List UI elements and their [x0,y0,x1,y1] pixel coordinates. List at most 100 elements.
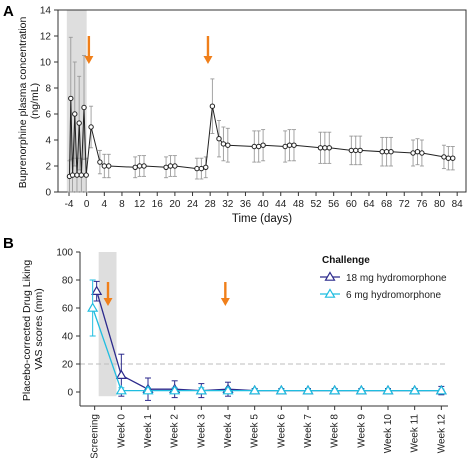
panel-a-y-axis: 0 2 4 6 8 10 12 14 [40,6,58,199]
panel-a-x-axis-label: Time (days) [232,213,292,225]
panel-a-error-bars [67,36,455,193]
panel-b-shade-rect [98,252,117,397]
panel-a-data-point [225,142,231,148]
panel-b-x-tick-label: Week 5 [250,414,261,448]
panel-a-data-point [69,172,76,178]
panel-a-x-tick-label: 4 [102,199,108,210]
panel-a-data-point [106,163,112,169]
panel-a-x-tick-label: 48 [293,199,305,210]
panel-a-data-point [141,163,147,169]
panel-a-data-point [216,136,222,142]
panel-b-x-tick-label: Week 8 [330,414,341,448]
panel-a-x-tick-label: 32 [222,199,234,210]
panel-a-y-axis-label-line-2: (ng/mL) [29,83,41,119]
panel-b-y-tick-label: 80 [62,276,74,287]
panel-b-axes [79,252,448,407]
panel-a-data-point [388,149,394,155]
panel-b-triangle-marker [382,384,394,395]
panel-a-x-tick-label: -4 [65,199,74,210]
panel-a-data-point [220,141,227,147]
panel-a-data-point [450,155,456,161]
panel-a-data-point [97,159,103,165]
panel-a-data-point [260,142,266,148]
panel-b-triangle-marker [222,384,234,395]
panel-a-data-point [419,150,425,156]
panel-a-data-point [194,165,200,172]
panel-a-data-point [291,142,297,148]
panel-a-y-tick-label: 14 [40,6,52,17]
panel-a-data-points [66,95,456,180]
panel-a-data-point [322,145,328,151]
panel-b-triangle-marker [355,384,367,395]
panel-a-data-point [78,172,85,178]
panel-a-data-point [167,163,174,169]
panel-a-data-point [209,103,216,109]
panel-b-x-tick-label: Week 2 [170,414,181,448]
panel-a-series-line [69,98,453,177]
panel-a-x-tick-label: 52 [310,199,322,210]
panel-b-y-tick-label: 0 [67,388,73,399]
panel-a-y-axis-label: Buprenorphine plasma concentration (ng/m… [17,14,41,189]
panel-a-plot-frame [57,9,467,193]
panel-a-data-point [251,143,257,150]
panel-b-x-tick-label: Week 6 [276,414,287,448]
panel-b-x-tick-label: Week 3 [196,414,207,448]
panel-a-data-point [357,147,363,154]
panel-b-series [87,279,447,401]
panel-b-series-line [96,291,442,392]
panel-b-x-tick-label: Week 4 [223,414,234,448]
panel-a-x-tick-label: 20 [169,199,181,210]
panel-a-y-tick-label: 10 [40,58,52,69]
panel-a-data-point [255,143,262,150]
panel-a-data-point [317,145,324,151]
panel-b-triangle-marker [115,369,127,379]
panel-a-data-point [101,163,108,169]
panel-b-triangle-marker [302,384,314,395]
panel-b-x-tick-label: Week 11 [410,414,421,453]
panel-a-x-tick-label: 36 [240,199,252,210]
panel-a-data-point [383,149,390,155]
panel-a-data-point [379,149,385,155]
panel-a-x-tick-label: 28 [205,199,217,210]
panel-a-arrow-head [203,56,213,64]
panel-a-y-tick-label: 4 [45,136,51,147]
panel-a-x-tick-label: 12 [134,199,146,210]
panel-b-arrows [103,282,230,306]
panel-b-triangle-marker [249,384,261,395]
panel-a-data-point [163,164,169,171]
panel-a-data-point [445,155,452,161]
panel-a-line-path [69,98,453,177]
panel-b-y-axis-label-line-1: Placebo-corrected Drug Liking [21,260,33,401]
panel-b-x-tick-label: Week 7 [303,414,314,448]
panel-b-triangle-marker [87,302,99,312]
panel-a-x-tick-label: 8 [119,199,125,210]
panel-a-x-tick-label: 80 [434,199,446,210]
panel-a-data-point [326,145,332,151]
panel-a-x-axis: -4 0 4 8 12 16 20 24 28 32 36 40 44 48 52 56 60 64 68 72 76 8… [65,192,464,210]
panel-b-y-tick-label: 100 [56,248,73,259]
panel-a-data-point [353,147,359,154]
legend-entry-label: 18 mg hydromorphone [346,273,447,284]
panel-b-series-line [92,307,442,392]
panel-a-data-point [83,172,89,178]
panel-a-data-point [286,142,293,148]
panel-b-triangle-marker [195,384,207,395]
panel-a-y-tick-label: 0 [45,188,51,199]
panel-b-legend: Challenge 18 mg hydromorphone 6 mg hydromo… [320,255,447,301]
panel-b-y-axis-label: Placebo-corrected Drug Liking VAS scores… [21,257,45,401]
panel-b-triangle-marker [115,384,127,395]
panel-a-y-tick-label: 6 [45,110,51,121]
panel-b-triangle-marker [329,384,341,395]
panel-b-x-tick-label: Week 10 [383,414,394,454]
panel-a-x-tick-label: 84 [452,199,464,210]
panel-a-x-tick-label: 60 [346,199,358,210]
panel-b-series-2 [87,279,447,395]
legend-swatch-marker [324,271,336,281]
panel-b: B 0 20 40 60 80 100 Screening Week 0 Week 1 Week… [3,235,448,458]
panel-a-data-point [132,164,138,171]
panel-a-data-point [414,149,421,155]
panel-a-x-tick-label: 44 [275,199,287,210]
legend-swatch-marker [324,288,336,298]
panel-a-arrow-head [84,56,94,64]
panel-a-data-point [76,120,82,126]
